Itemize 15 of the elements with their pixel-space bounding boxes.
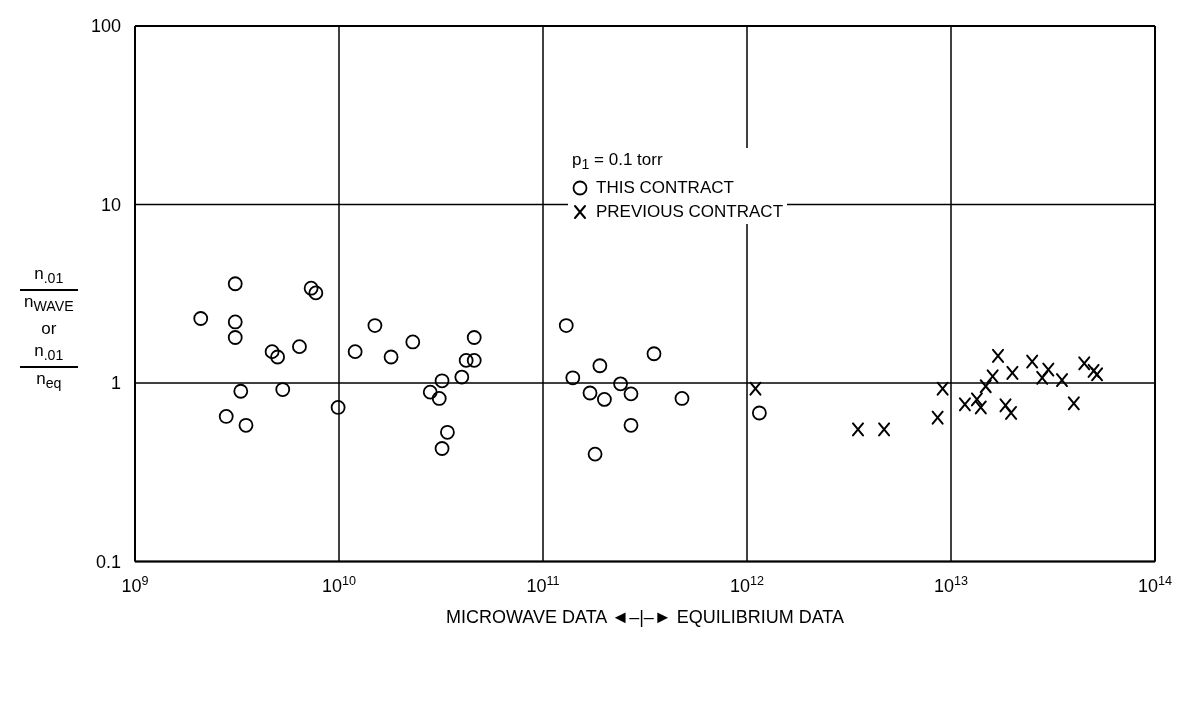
x-tick-label: 10$^{13}$	[933, 573, 969, 596]
x-tick-label: 10$^{9}$	[121, 573, 149, 596]
y-tick-label: 0.1	[95, 551, 121, 572]
x-tick-label: 10$^{12}$	[729, 573, 765, 596]
x-axis-title: MICROWAVE DATA ◄–|–► EQUILIBRIUM DATA	[445, 606, 845, 627]
x-tick-label: 10$^{11}$	[526, 573, 560, 596]
legend-label: THIS CONTRACT	[596, 177, 734, 200]
x-tick-label: 10$^{10}$	[321, 573, 357, 596]
text: n$_{.01}$ n$_{WAVE}$ or n$_{.01}$ n$_{eq}$	[24, 264, 74, 392]
x-tick-label: 10$^{14}$	[1137, 573, 1173, 596]
y-tick-label: 1	[110, 373, 121, 394]
legend-label: PREVIOUS CONTRACT	[596, 201, 784, 224]
legend-title: p$_{1}$ = 0.1 torr	[572, 149, 664, 175]
y-tick-label: 100	[90, 16, 121, 36]
y-tick-label: 10	[100, 194, 121, 215]
